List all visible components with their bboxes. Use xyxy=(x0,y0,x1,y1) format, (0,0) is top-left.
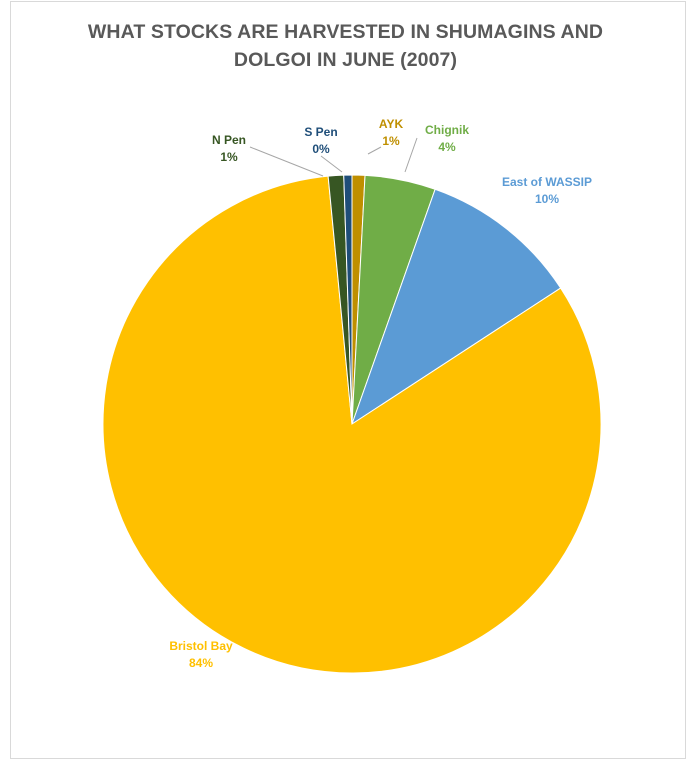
slice-label-name-s-pen: S Pen xyxy=(304,125,337,139)
chart-title: WHAT STOCKS ARE HARVESTED IN SHUMAGINS A… xyxy=(0,18,691,74)
chart-title-line-2: DOLGOI IN JUNE (2007) xyxy=(233,49,458,71)
slice-label-name-chignik: Chignik xyxy=(425,123,469,137)
slice-label-value-s-pen: 0% xyxy=(312,142,330,156)
leader-line-n-pen xyxy=(249,146,324,177)
pie-slice-bristol-bay xyxy=(102,175,602,674)
pie-slice-s-pen xyxy=(343,174,353,425)
leader-line-ayk xyxy=(367,146,382,155)
slice-label-name-east-of-wassip: East of WASSIP xyxy=(502,175,592,189)
slice-label-name-bristol-bay: Bristol Bay xyxy=(169,639,233,653)
slice-label-value-east-of-wassip: 10% xyxy=(535,192,559,206)
pie-slice-east-of-wassip xyxy=(351,188,562,426)
leader-line-s-pen xyxy=(320,155,343,173)
chart-title-line-1: WHAT STOCKS ARE HARVESTED IN SHUMAGINS A… xyxy=(87,21,604,43)
slice-label-name-ayk: AYK xyxy=(379,117,404,131)
slice-label-name-n-pen: N Pen xyxy=(212,133,246,147)
slice-label-value-n-pen: 1% xyxy=(220,150,238,164)
leader-line-chignik xyxy=(404,137,418,173)
slice-label-value-ayk: 1% xyxy=(382,134,400,148)
slice-label-value-chignik: 4% xyxy=(438,140,456,154)
slice-label-value-bristol-bay: 84% xyxy=(189,656,213,670)
